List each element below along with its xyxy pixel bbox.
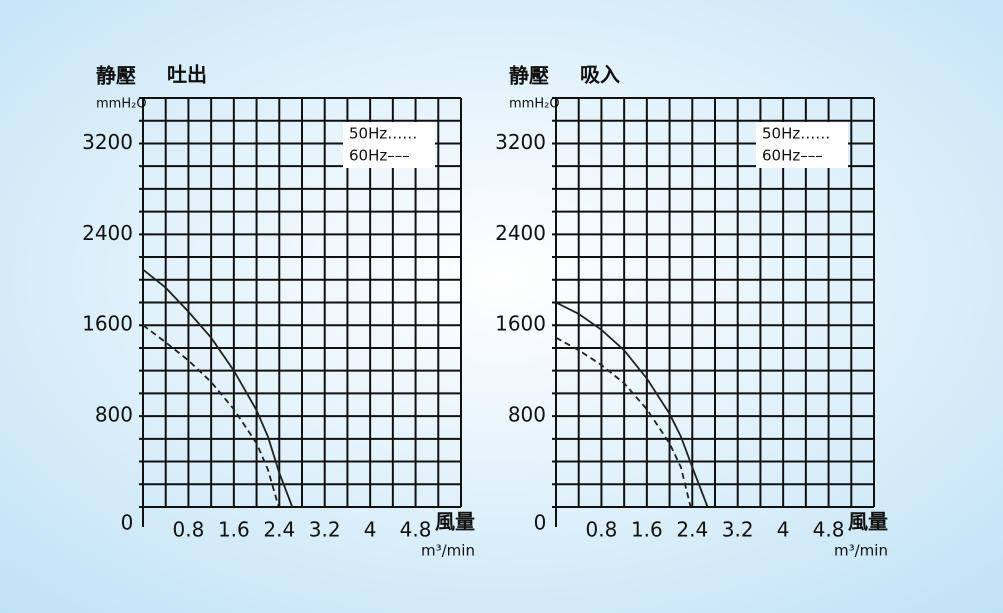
- y-tick-label: 800: [95, 403, 133, 427]
- x-tick-label: 4.8: [400, 518, 432, 542]
- y-tick-label: 1600: [82, 312, 133, 336]
- y-tick-label: 3200: [495, 130, 546, 154]
- y-tick-label: 2400: [495, 221, 546, 245]
- legend-entry: 60Hz–––: [762, 147, 823, 165]
- y-axis-label: 静壓: [96, 64, 136, 88]
- x-tick-label: 0: [121, 511, 134, 535]
- x-tick-label: 4: [364, 518, 377, 542]
- x-tick-label: 0.8: [173, 518, 205, 542]
- legend-entry: 50Hz……: [762, 125, 830, 143]
- legend-box: [343, 122, 435, 168]
- y-tick-label: 1600: [495, 312, 546, 336]
- curve: [142, 324, 280, 508]
- y-tick-label: 800: [508, 403, 546, 427]
- curve: [555, 301, 709, 508]
- x-unit: m³/min: [421, 542, 475, 560]
- x-tick-label: 1.6: [218, 518, 250, 542]
- x-axis-label: 風量: [848, 510, 888, 534]
- curve: [555, 336, 692, 508]
- curve: [142, 268, 294, 508]
- x-tick-label: 3.2: [722, 518, 754, 542]
- x-tick-label: 2.4: [263, 518, 295, 542]
- x-tick-label: 1.6: [631, 518, 663, 542]
- x-tick-label: 4.8: [813, 518, 845, 542]
- chart-title: 吸入: [580, 63, 620, 87]
- legend-entry: 60Hz–––: [349, 147, 410, 165]
- x-axis-label: 風量: [435, 510, 475, 534]
- x-tick-label: 2.4: [676, 518, 708, 542]
- chart-title: 吐出: [167, 63, 207, 87]
- y-axis-label: 静壓: [509, 64, 549, 88]
- y-tick-label: 2400: [82, 221, 133, 245]
- x-unit: m³/min: [834, 542, 888, 560]
- legend-box: [756, 122, 848, 168]
- x-tick-label: 0.8: [586, 518, 618, 542]
- y-unit: mmH₂O: [509, 97, 560, 112]
- x-tick-label: 3.2: [309, 518, 341, 542]
- y-tick-label: 3200: [82, 130, 133, 154]
- y-unit: mmH₂O: [96, 97, 147, 112]
- legend-entry: 50Hz……: [349, 125, 417, 143]
- x-tick-label: 4: [777, 518, 790, 542]
- x-tick-label: 0: [534, 511, 547, 535]
